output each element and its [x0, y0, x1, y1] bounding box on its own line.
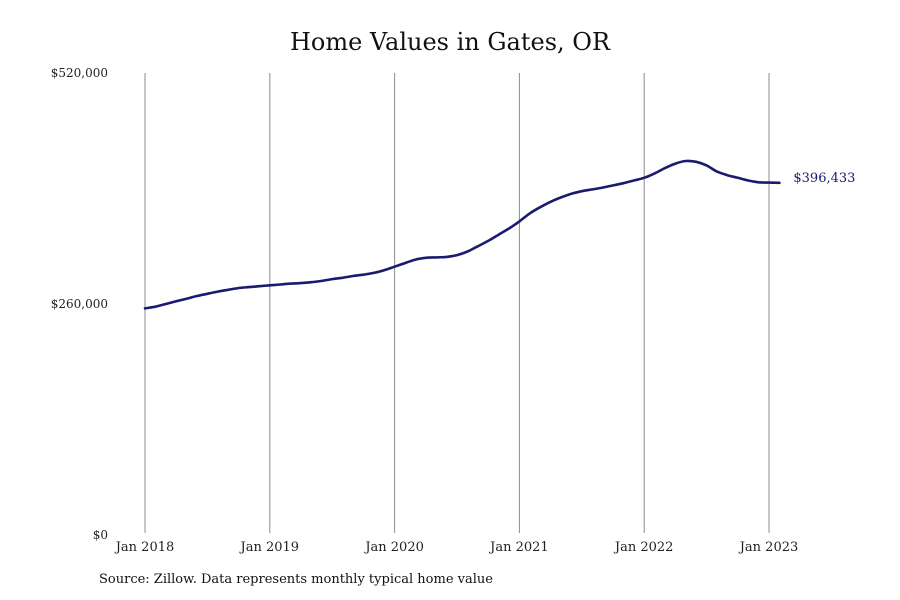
home-value-line — [143, 159, 781, 310]
x-tick-label: Jan 2020 — [363, 540, 424, 555]
vertical-grid — [144, 73, 770, 533]
y-tick-label: $260,000 — [51, 297, 108, 311]
x-axis-tick-labels: Jan 2018 Jan 2019 Jan 2020 Jan 2021 Jan 2022… — [114, 540, 799, 555]
end-value-label: $396,433 — [793, 171, 855, 186]
chart-title: Home Values in Gates, OR — [289, 28, 611, 56]
y-tick-label: $0 — [93, 528, 108, 542]
y-tick-label: $520,000 — [51, 66, 108, 80]
x-tick-label: Jan 2021 — [488, 540, 549, 555]
y-axis-tick-labels: $0 $260,000 $520,000 — [51, 66, 108, 542]
x-tick-label: Jan 2019 — [239, 540, 300, 555]
source-note: Source: Zillow. Data represents monthly … — [99, 572, 493, 587]
x-tick-label: Jan 2018 — [114, 540, 175, 555]
x-tick-label: Jan 2023 — [738, 540, 799, 555]
x-tick-label: Jan 2022 — [613, 540, 674, 555]
